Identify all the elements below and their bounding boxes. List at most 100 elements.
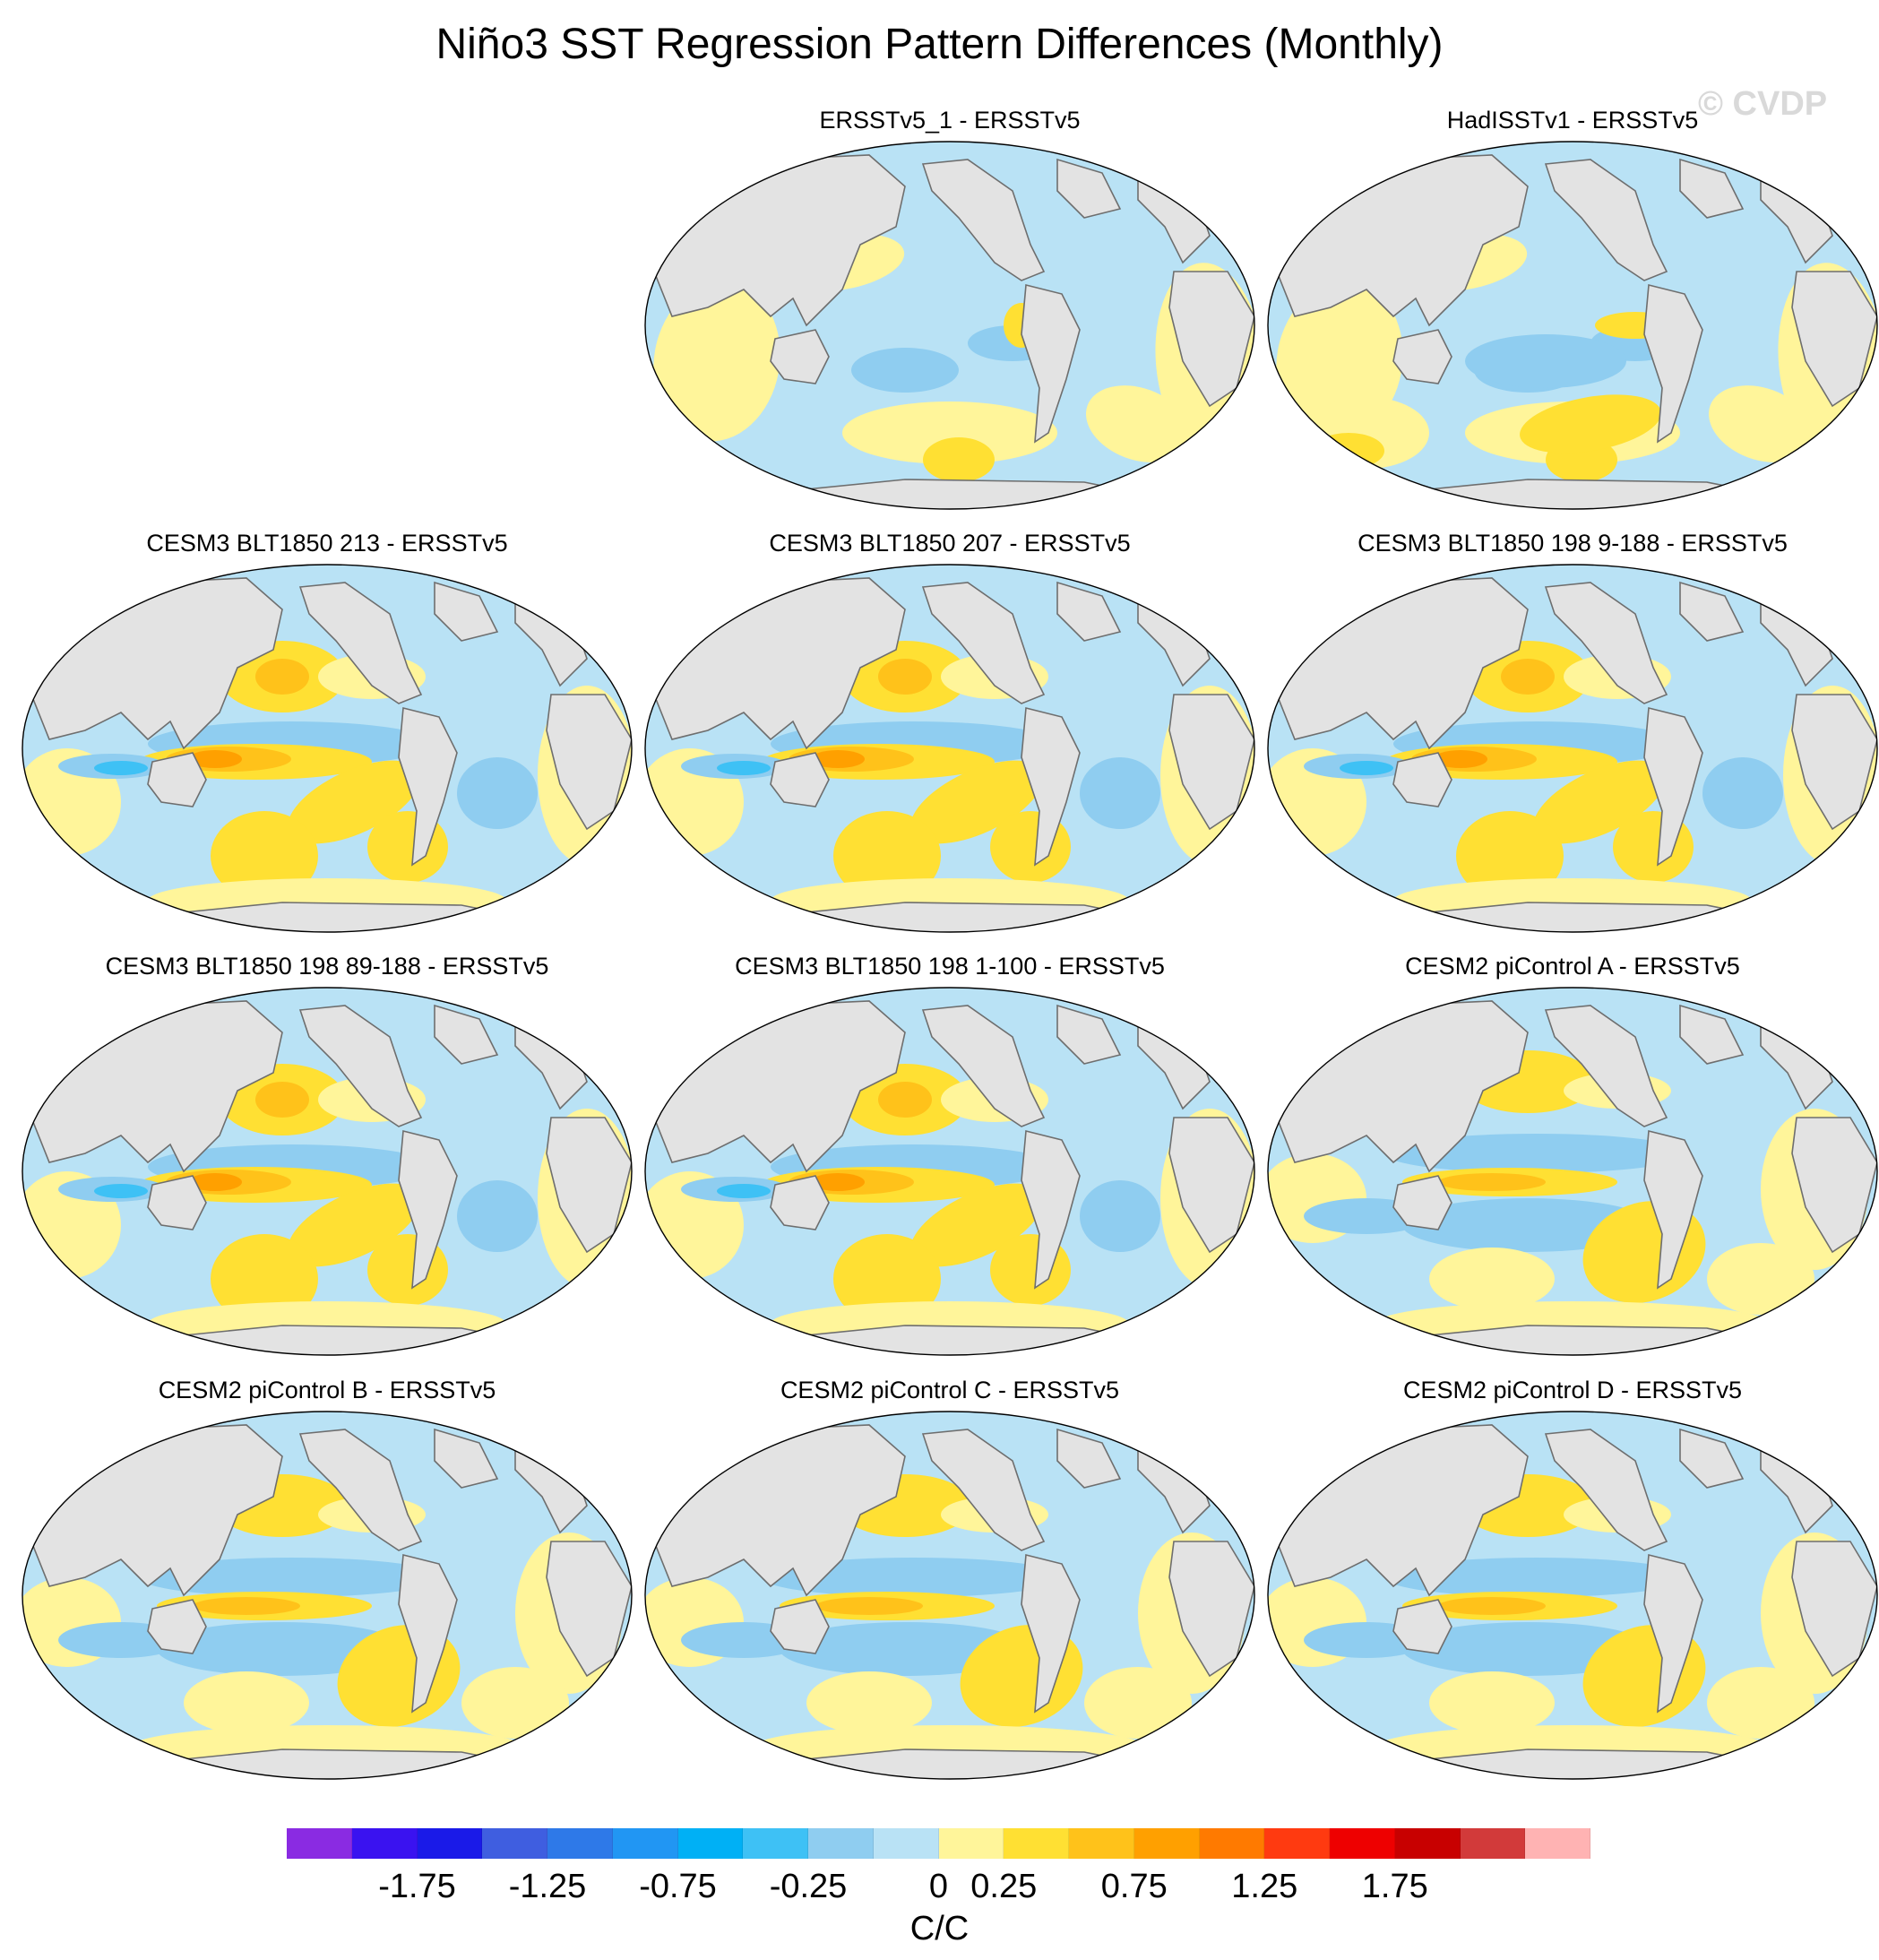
land-mass <box>546 1541 632 1678</box>
land-mass <box>1056 1004 1122 1065</box>
colorbar-tick-label: -1.75 <box>378 1868 456 1905</box>
map-border <box>22 564 633 933</box>
land-mass <box>1392 752 1452 807</box>
colorbar-tick-label: 1.75 <box>1361 1868 1428 1905</box>
colorbar-swatch <box>873 1828 939 1859</box>
land-mass <box>770 1599 830 1654</box>
land-mass <box>921 1429 1046 1551</box>
map-panel: CESM3 BLT1850 198 9-188 - ERSSTv5 <box>1259 529 1879 950</box>
land-mass <box>1791 271 1877 408</box>
figure-title: Niño3 SST Regression Pattern Differences… <box>435 21 1444 68</box>
robinson-map <box>1267 987 1878 1356</box>
land-mass <box>546 1117 632 1254</box>
land-mass <box>921 1005 1046 1127</box>
land-mass <box>770 1175 830 1230</box>
land-mass <box>1021 1129 1081 1290</box>
land-mass <box>1643 1129 1703 1290</box>
colorbar-swatch <box>677 1828 744 1859</box>
cvdp-watermark: © CVDP <box>1698 85 1828 123</box>
colorbar-tick-label: -0.75 <box>639 1868 717 1905</box>
colorbar-tick-label: 0.75 <box>1100 1868 1168 1905</box>
land-mass <box>1056 581 1122 642</box>
land-mass <box>398 1129 458 1290</box>
map-panel: CESM3 BLT1850 198 1-100 - ERSSTv5 <box>636 952 1263 1373</box>
map-panel: CESM2 piControl A - ERSSTv5 <box>1259 952 1879 1373</box>
land-mass <box>434 1004 499 1065</box>
land-mass <box>298 1429 423 1551</box>
panel-title: CESM2 piControl C - ERSSTv5 <box>780 1377 1120 1403</box>
land-mass <box>1643 706 1703 867</box>
colorbar-swatch <box>1525 1828 1590 1859</box>
robinson-map <box>644 987 1255 1356</box>
land-mass <box>1791 1117 1877 1254</box>
colorbar-swatch <box>1330 1828 1395 1859</box>
land-mass <box>1168 1117 1254 1254</box>
colorbar-tick-label: 1.25 <box>1231 1868 1298 1905</box>
panel-title: CESM2 piControl D - ERSSTv5 <box>1402 1377 1743 1403</box>
colorbar-swatch <box>1264 1828 1330 1859</box>
panel-title: CESM3 BLT1850 198 89-188 - ERSSTv5 <box>105 953 549 980</box>
map-panel: CESM2 piControl C - ERSSTv5 <box>636 1376 1263 1797</box>
land-mass <box>1544 1429 1668 1551</box>
colorbar-swatch <box>1069 1828 1134 1859</box>
map-panel: CESM2 piControl D - ERSSTv5 <box>1259 1376 1879 1797</box>
map-border <box>22 1411 633 1780</box>
map-panel: CESM3 BLT1850 213 - ERSSTv5 <box>13 529 641 950</box>
land-mass <box>921 582 1046 704</box>
colorbar-swatch <box>482 1828 547 1859</box>
colorbar-units: C/C <box>909 1910 970 1947</box>
land-mass <box>1791 1541 1877 1678</box>
land-mass <box>1021 706 1081 867</box>
land-mass <box>298 1005 423 1127</box>
land-mass <box>1679 158 1745 219</box>
land-mass <box>398 1553 458 1714</box>
colorbar-swatch <box>1004 1828 1069 1859</box>
land-mass <box>1544 159 1668 281</box>
colorbar-swatch <box>1199 1828 1265 1859</box>
colorbar-swatch <box>287 1828 352 1859</box>
land-mass <box>1544 1005 1668 1127</box>
panel-title: CESM2 piControl A - ERSSTv5 <box>1405 953 1740 980</box>
land-mass <box>434 1428 499 1489</box>
land-mass <box>1791 694 1877 831</box>
panel-title: HadISSTv1 - ERSSTv5 <box>1446 107 1699 134</box>
robinson-map <box>22 1411 633 1780</box>
land-mass <box>1168 694 1254 831</box>
map-border <box>644 1411 1255 1780</box>
panel-title: CESM3 BLT1850 207 - ERSSTv5 <box>769 530 1131 557</box>
panel-title: CESM3 BLT1850 213 - ERSSTv5 <box>146 530 508 557</box>
colorbar-swatch <box>417 1828 483 1859</box>
land-mass <box>1392 329 1452 384</box>
map-panel: ERSSTv5_1 - ERSSTv5 <box>636 106 1263 527</box>
map-border <box>644 141 1255 510</box>
land-mass <box>1643 1553 1703 1714</box>
land-mass <box>434 581 499 642</box>
land-mass <box>921 159 1046 281</box>
land-mass <box>298 582 423 704</box>
colorbar-swatch <box>1133 1828 1200 1859</box>
colorbar-swatch <box>1460 1828 1526 1859</box>
map-border <box>1267 564 1878 933</box>
land-mass <box>1392 1599 1452 1654</box>
colorbar <box>287 1828 1590 1859</box>
panel-title: CESM3 BLT1850 198 1-100 - ERSSTv5 <box>735 953 1165 980</box>
robinson-map <box>1267 564 1878 933</box>
panel-title: CESM2 piControl B - ERSSTv5 <box>158 1377 496 1403</box>
land-mass <box>1679 581 1745 642</box>
land-mass <box>1056 1428 1122 1489</box>
map-panel: CESM2 piControl B - ERSSTv5 <box>13 1376 641 1797</box>
map-border <box>22 987 633 1356</box>
land-mass <box>1168 1541 1254 1678</box>
panel-title: ERSSTv5_1 - ERSSTv5 <box>819 107 1081 134</box>
colorbar-swatch <box>938 1828 1004 1859</box>
land-mass <box>1056 158 1122 219</box>
robinson-map <box>1267 1411 1878 1780</box>
panel-title: CESM3 BLT1850 198 9-188 - ERSSTv5 <box>1358 530 1788 557</box>
land-mass <box>1544 582 1668 704</box>
colorbar-swatch <box>612 1828 678 1859</box>
land-mass <box>1643 283 1703 444</box>
land-mass <box>546 694 632 831</box>
robinson-map <box>22 987 633 1356</box>
land-mass <box>770 752 830 807</box>
colorbar-tick-label: -0.25 <box>769 1868 848 1905</box>
